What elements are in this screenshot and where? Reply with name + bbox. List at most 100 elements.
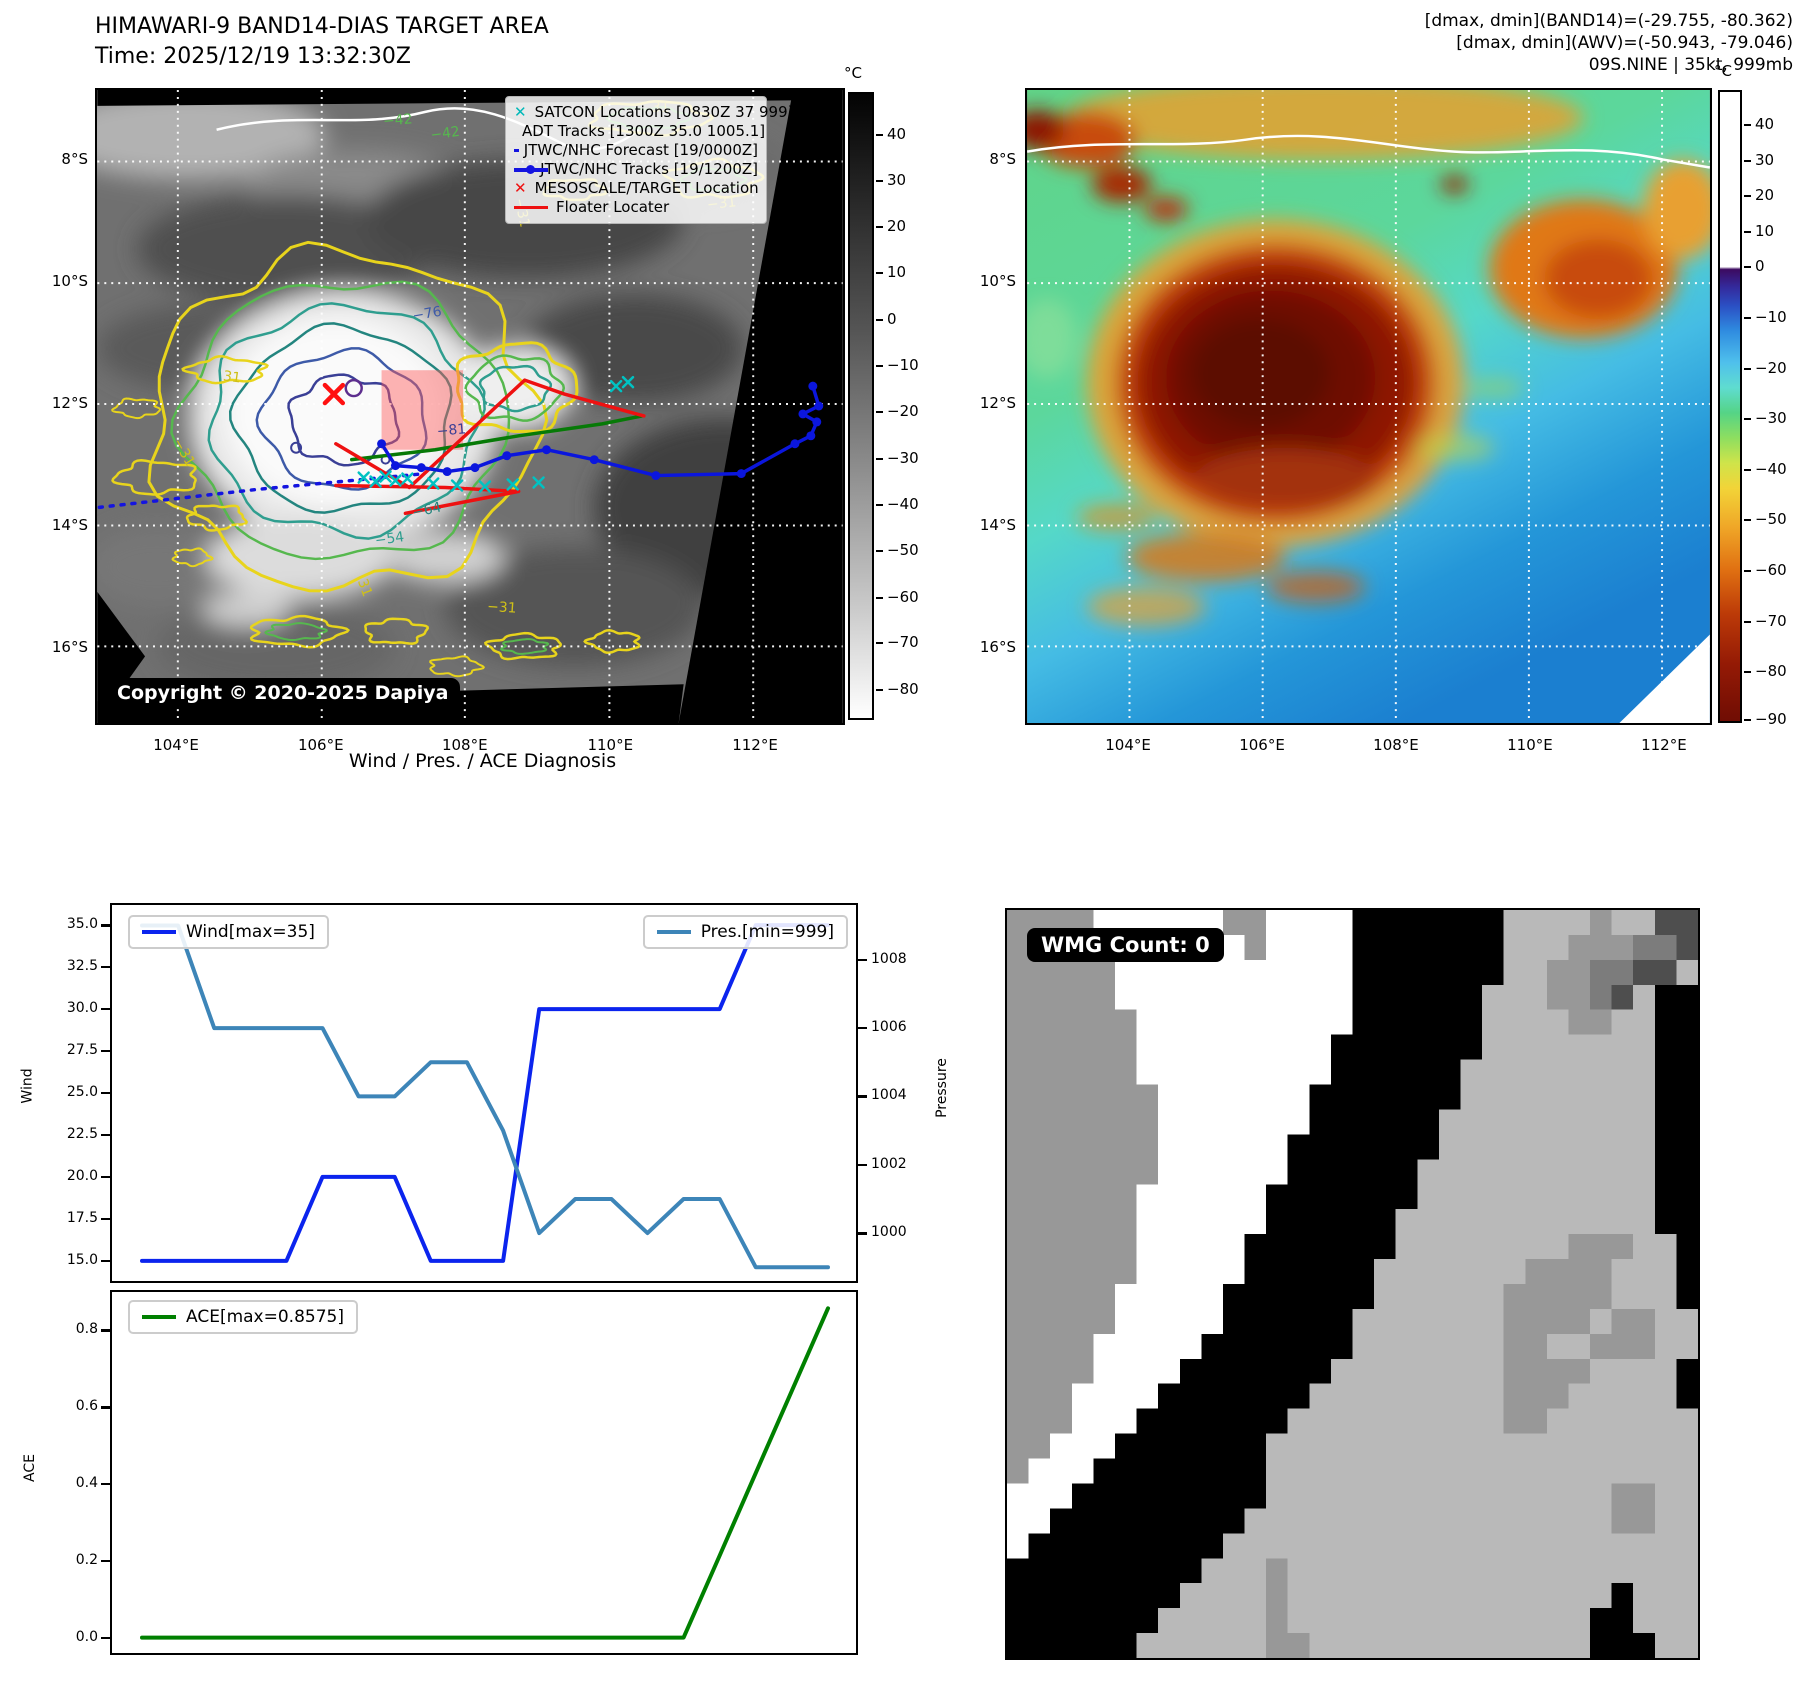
- legend-item: ✕ MESOSCALE/TARGET Location: [514, 179, 759, 197]
- colorbar-tick: 0: [1755, 257, 1765, 276]
- contour-label: −42: [383, 111, 414, 129]
- colorbar-tick: 20: [887, 217, 907, 236]
- tick-mark: [101, 1636, 110, 1640]
- awv-map-image: [1027, 90, 1710, 723]
- tick-mark: [101, 1175, 110, 1179]
- colorbar-tick: 40: [1755, 115, 1775, 134]
- legend-label: Wind[max=35]: [186, 922, 315, 942]
- tick-mark: [876, 318, 883, 321]
- legend-swatch: [142, 1315, 176, 1319]
- lon-label: 108°E: [441, 736, 488, 754]
- y-tick: 32.5: [66, 958, 98, 975]
- jtwc-fix: [390, 461, 400, 471]
- tick-mark: [1744, 266, 1751, 269]
- jtwc-fix: [416, 463, 426, 473]
- tick-mark: [1744, 468, 1751, 471]
- colorbar-unit: °C: [1714, 62, 1732, 80]
- awv-colorbar: [1718, 90, 1742, 723]
- lon-label: 106°E: [297, 736, 344, 754]
- lat-label: 14°S: [979, 516, 1016, 535]
- jtwc-fix: [470, 463, 480, 473]
- contour-line: [264, 622, 328, 642]
- tick-mark: [1744, 718, 1751, 721]
- copyright-badge: Copyright © 2020-2025 Dapiya: [105, 678, 461, 708]
- lon-label: 104°E: [153, 736, 199, 754]
- tick-mark: [101, 1329, 110, 1332]
- legend-swatch: [142, 930, 176, 934]
- tick-mark: [876, 411, 883, 414]
- y2-tick: 1008: [871, 950, 907, 967]
- tick-mark: [101, 1217, 110, 1221]
- lat-label: 10°S: [51, 272, 88, 291]
- lat-label: 16°S: [51, 637, 88, 656]
- contour-label: −76: [411, 304, 443, 325]
- colorbar-tick: −70: [887, 633, 919, 652]
- satcon-marker: [621, 375, 635, 389]
- contour-label: −64: [411, 499, 443, 521]
- tick-mark: [876, 596, 883, 599]
- tick-mark: [1744, 195, 1751, 198]
- tick-mark: [858, 1027, 867, 1030]
- jtwc-track: [379, 384, 821, 478]
- lat-label: 10°S: [979, 272, 1016, 291]
- charts-title: Wind / Pres. / ACE Diagnosis: [348, 750, 617, 772]
- series-line: [140, 1306, 830, 1640]
- colorbar-tick: 10: [887, 263, 907, 282]
- jtwc-fix: [502, 451, 512, 461]
- jtwc-fix: [808, 381, 818, 391]
- jtwc-fix: [790, 439, 800, 449]
- chart-legend: ACE[max=0.8575]: [128, 1300, 358, 1334]
- satcon-marker: [379, 470, 392, 483]
- tick-mark: [101, 1008, 110, 1011]
- y2-tick: 1002: [871, 1155, 907, 1172]
- y2-tick: 1000: [871, 1224, 907, 1241]
- tick-mark: [876, 226, 883, 229]
- colorbar-tick: −20: [1755, 358, 1787, 377]
- lon-label: 112°E: [1641, 736, 1687, 754]
- colorbar-tick: −30: [887, 448, 919, 467]
- satcon-marker: [506, 478, 519, 491]
- contour-line: [249, 614, 351, 649]
- satcon-marker: [427, 477, 440, 490]
- tick-mark: [1744, 316, 1751, 319]
- jtwc-fix: [798, 409, 808, 419]
- tick-mark: [1744, 570, 1751, 573]
- colorbar-tick: −30: [1755, 409, 1787, 428]
- colorbar-tick: 40: [887, 124, 907, 143]
- contour-line: [364, 617, 430, 645]
- floater-rect: [381, 370, 464, 450]
- colorbar-tick: −60: [887, 587, 919, 606]
- legend-item-label: SATCON Locations [0830Z 37 999]: [534, 103, 794, 121]
- satcon-marker: [532, 476, 545, 489]
- jtwc-fix: [589, 455, 599, 465]
- floater-track: [334, 378, 646, 490]
- colorbar-tick: −80: [887, 679, 919, 698]
- tick-mark: [1744, 159, 1751, 162]
- chart-legend: Wind[max=35]: [128, 915, 329, 949]
- contour-line: [147, 240, 549, 593]
- jtwc-fix: [377, 439, 387, 449]
- colorbar-tick: −10: [1755, 307, 1787, 326]
- colorbar-tick: −70: [1755, 611, 1787, 630]
- contour-line: [111, 397, 162, 420]
- lat-label: 8°S: [61, 149, 88, 168]
- tick-mark: [1744, 367, 1751, 370]
- page-title: HIMAWARI-9 BAND14-DIAS TARGET AREA: [95, 14, 549, 39]
- colorbar-tick: 30: [1755, 150, 1775, 169]
- timestamp: Time: 2025/12/19 13:32:30Z: [95, 44, 411, 69]
- wind-pressure-chart: Wind[max=35] Pres.[min=999]: [110, 903, 858, 1283]
- lat-label: 8°S: [989, 149, 1016, 168]
- tick-mark: [876, 642, 883, 645]
- tick-mark: [858, 1163, 867, 1167]
- y-tick: 0.2: [75, 1551, 98, 1568]
- chart-legend: Pres.[min=999]: [642, 915, 848, 949]
- y-tick: 0.4: [75, 1475, 98, 1492]
- lat-label: 14°S: [51, 516, 88, 535]
- colorbar-tick: 30: [887, 171, 907, 190]
- legend-item: ADT Tracks [1300Z 35.0 1005.1]: [514, 122, 765, 141]
- legend-item: JTWC/NHC Forecast [19/0000Z]: [514, 141, 758, 160]
- contour-line: [455, 341, 579, 434]
- wmg-panel: WMG Count: 0: [1005, 908, 1700, 1660]
- contour-label: −31: [487, 599, 517, 617]
- stats-header: [dmax, dmin](BAND14)=(-29.755, -80.362) …: [1425, 10, 1793, 76]
